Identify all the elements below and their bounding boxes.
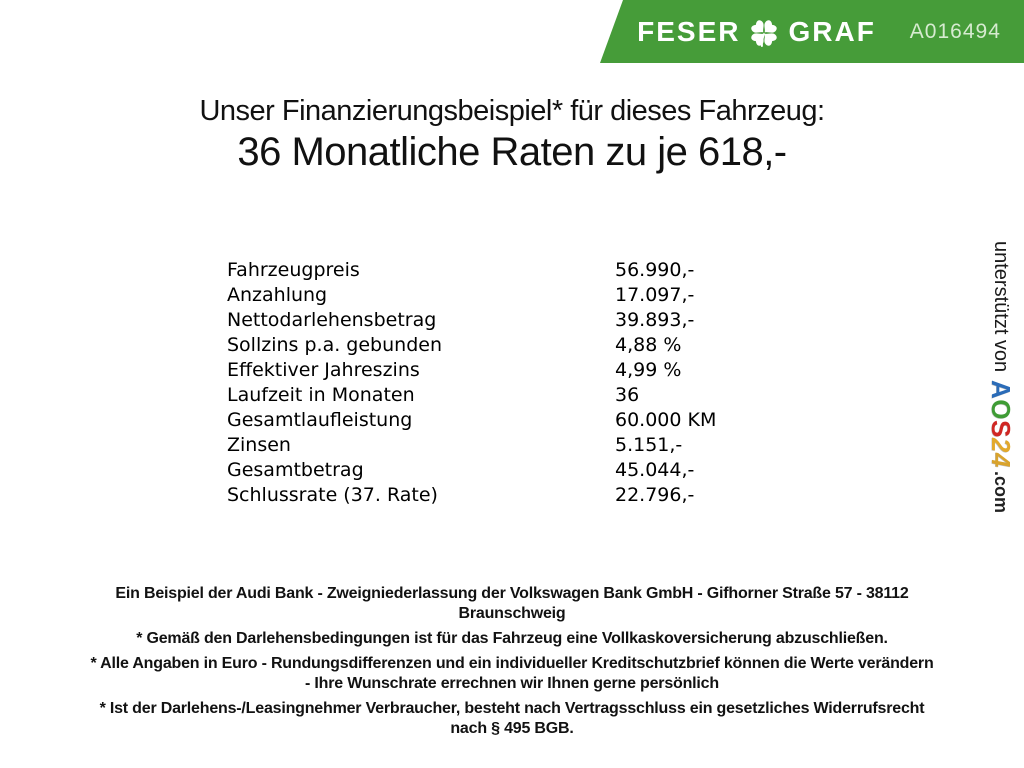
supported-by-text: unterstützt von [990,241,1012,373]
page-subtitle-rate: 36 Monatliche Raten zu je 618,- [237,130,787,174]
row-value: 36 [615,384,640,406]
footer-line: * Gemäß den Darlehensbedingungen ist für… [136,630,888,647]
table-row: Nettodarlehensbetrag 39.893,- [227,308,716,333]
table-row: Gesamtlaufleistung 60.000 KM [227,408,716,433]
brand-name-feser: FESER [637,15,741,47]
title-block: Unser Finanzierungsbeispiel* für dieses … [0,93,1024,175]
row-value: 60.000 KM [615,409,717,431]
table-row: Zinsen 5.151,- [227,433,716,458]
row-label: Sollzins p.a. gebunden [227,334,442,356]
footer-line: nach § 495 BGB. [450,720,574,737]
footer-line: Braunschweig [458,605,566,622]
row-value: 5.151,- [615,434,683,456]
table-row: Sollzins p.a. gebunden 4,88 % [227,333,716,358]
page-title: Unser Finanzierungsbeispiel* für dieses … [199,95,825,127]
brand-banner-content: FESER GRAF A016494 [623,15,1001,49]
row-value: 39.893,- [615,309,695,331]
row-value: 45.044,- [615,459,695,481]
row-label: Schlussrate (37. Rate) [227,484,438,506]
table-row: Gesamtbetrag 45.044,- [227,458,716,483]
footer-insurance-note: * Gemäß den Darlehensbedingungen ist für… [0,629,1024,649]
footer-withdrawal-note: * Ist der Darlehens-/Leasingnehmer Verbr… [0,699,1024,739]
row-value: 4,88 % [615,334,682,356]
supported-by-credit: unterstützt von AOS24 .com [985,241,1016,541]
footer-euro-note: * Alle Angaben in Euro - Rundungsdiffere… [0,654,1024,694]
legal-footer: Ein Beispiel der Audi Bank - Zweignieder… [0,584,1024,744]
brand-name-graf: GRAF [788,15,876,47]
row-value: 4,99 % [615,359,682,381]
row-label: Fahrzeugpreis [227,259,360,281]
aos24-logo-letter: 2 [986,438,1016,454]
footer-line: Ein Beispiel der Audi Bank - Zweignieder… [115,585,909,602]
table-row: Effektiver Jahreszins 4,99 % [227,358,716,383]
table-row: Schlussrate (37. Rate) 22.796,- [227,483,716,508]
row-label: Gesamtlaufleistung [227,409,413,431]
row-label: Laufzeit in Monaten [227,384,415,406]
table-row: Laufzeit in Monaten 36 [227,383,716,408]
row-label: Gesamtbetrag [227,459,364,481]
finance-table: Fahrzeugpreis 56.990,- Anzahlung 17.097,… [227,258,716,508]
table-row: Anzahlung 17.097,- [227,283,716,308]
aos24-logo-letter: A [986,380,1016,400]
row-label: Nettodarlehensbetrag [227,309,437,331]
row-label: Effektiver Jahreszins [227,359,420,381]
aos24-logo-letter: 4 [986,453,1016,468]
footer-line: * Ist der Darlehens-/Leasingnehmer Verbr… [99,700,925,717]
banner-ref-id: A016494 [909,20,1001,43]
aos24-logo-letter: O [986,399,1016,421]
brand-banner: FESER GRAF A016494 [600,0,1024,63]
row-value: 17.097,- [615,284,695,306]
row-value: 56.990,- [615,259,695,281]
row-label: Zinsen [227,434,291,456]
footer-bank-note: Ein Beispiel der Audi Bank - Zweignieder… [0,584,1024,624]
table-row: Fahrzeugpreis 56.990,- [227,258,716,283]
footer-line: - Ihre Wunschrate errechnen wir Ihnen ge… [305,675,719,692]
row-label: Anzahlung [227,284,328,306]
footer-line: * Alle Angaben in Euro - Rundungsdiffere… [90,655,934,672]
aos24-logo: AOS24 [985,380,1016,468]
row-value: 22.796,- [615,484,695,506]
aos24-domain-suffix: .com [991,470,1011,513]
four-leaf-clover-icon [747,16,781,50]
aos24-logo-letter: S [986,420,1016,439]
